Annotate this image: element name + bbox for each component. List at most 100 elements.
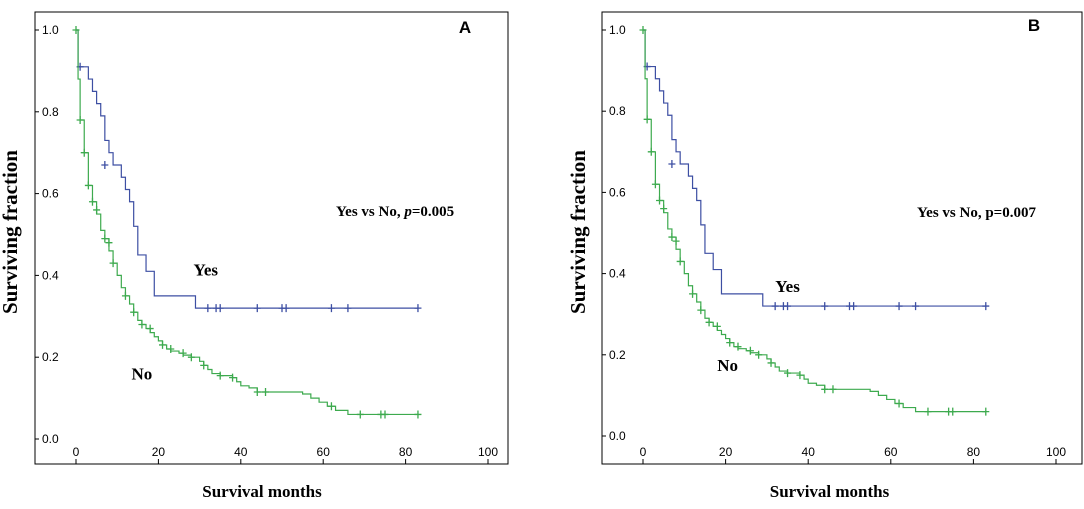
censor-mark-no — [668, 233, 676, 242]
censor-mark-no — [705, 318, 713, 327]
y-tick-label: 0.2 — [42, 350, 59, 364]
censor-mark-yes — [101, 160, 109, 169]
censor-mark-no — [80, 148, 88, 157]
censor-mark-no — [697, 306, 705, 315]
censor-mark-yes — [784, 302, 792, 311]
censor-mark-no — [643, 115, 651, 124]
censor-mark-no — [821, 385, 829, 394]
censor-mark-no — [660, 204, 668, 213]
censor-mark-no — [76, 115, 84, 124]
censor-mark-no — [647, 147, 655, 156]
y-tick-label: 0.2 — [609, 348, 626, 362]
y-tick-label: 1.0 — [42, 23, 59, 37]
x-tick-label: 0 — [73, 445, 80, 459]
x-tick-label: 60 — [317, 445, 331, 459]
censor-mark-no — [895, 399, 903, 408]
group-label-yes: Yes — [775, 277, 800, 296]
censor-mark-no — [755, 350, 763, 359]
y-tick-label: 0.8 — [42, 105, 59, 119]
plot-frame — [34, 11, 509, 465]
censor-mark-yes — [821, 302, 829, 311]
censor-mark-yes — [204, 304, 212, 313]
y-tick-label: 0.6 — [42, 187, 59, 201]
y-tick-label: 0.4 — [42, 268, 59, 282]
censor-mark-no — [672, 237, 680, 246]
x-tick-label: 0 — [640, 445, 647, 459]
survival-chart-a: 0.0 0.2 0.4 0.6 0.8 1.0 0 20 40 60 80 100 Surviving … — [0, 11, 509, 501]
censor-mark-no — [746, 346, 754, 355]
censor-mark-no — [84, 181, 92, 190]
censor-mark-no — [784, 369, 792, 378]
x-tick-label: 60 — [884, 445, 898, 459]
group-label-yes: Yes — [193, 260, 218, 279]
censor-mark-yes — [216, 304, 224, 313]
censor-mark-yes — [282, 304, 290, 313]
x-axis-label: Survival months — [770, 482, 890, 501]
x-axis-label: Survival months — [202, 482, 322, 501]
censor-mark-no — [651, 180, 659, 189]
group-label-no: No — [717, 356, 738, 375]
censor-mark-no — [689, 289, 697, 298]
censor-mark-no — [949, 407, 957, 416]
censor-mark-no — [829, 385, 837, 394]
x-tick-label: 20 — [152, 445, 166, 459]
censor-mark-no — [216, 371, 224, 380]
censor-mark-no — [187, 353, 195, 362]
censor-mark-no — [167, 345, 175, 354]
survival-curve-yes — [76, 29, 418, 309]
censor-mark-no — [734, 342, 742, 351]
censor-mark-no — [713, 322, 721, 331]
survival-curve-no — [76, 29, 418, 416]
censor-mark-no — [726, 338, 734, 347]
x-tick-label: 100 — [478, 445, 498, 459]
censor-mark-no — [146, 324, 154, 333]
censor-mark-no — [138, 320, 146, 329]
censor-mark-no — [93, 205, 101, 214]
p-value-annotation: Yes vs No, p=0.005 — [336, 204, 454, 220]
y-axis-label: Surviving fraction — [0, 150, 22, 314]
x-tick-label: 40 — [234, 445, 248, 459]
censor-mark-no — [88, 197, 96, 206]
censor-mark-yes — [895, 302, 903, 311]
y-tick-label: 0.0 — [42, 432, 59, 446]
group-label-no: No — [132, 365, 153, 384]
censor-mark-no — [121, 291, 129, 300]
panel-label: B — [1028, 16, 1040, 35]
x-tick-label: 20 — [719, 445, 733, 459]
censor-mark-no — [982, 407, 990, 416]
survival-chart-b: 0.0 0.2 0.4 0.6 0.8 1.0 0 20 40 60 80 100 Surviving … — [566, 11, 1083, 501]
censor-mark-no — [767, 358, 775, 367]
censor-mark-no — [200, 361, 208, 370]
censor-mark-yes — [850, 302, 858, 311]
censor-mark-no — [639, 26, 647, 34]
censor-mark-yes — [668, 159, 676, 168]
censor-mark-yes — [912, 302, 920, 311]
censor-mark-yes — [414, 304, 422, 313]
censor-mark-no — [656, 196, 664, 205]
censor-mark-no — [130, 308, 138, 317]
x-tick-label: 80 — [399, 445, 413, 459]
y-tick-label: 0.4 — [609, 267, 626, 281]
y-tick-label: 0.6 — [609, 185, 626, 199]
censor-mark-no — [72, 26, 80, 34]
censor-mark-yes — [253, 304, 261, 313]
censor-mark-yes — [771, 302, 779, 311]
censor-mark-no — [414, 410, 422, 419]
censor-mark-no — [924, 407, 932, 416]
censor-mark-no — [229, 373, 237, 382]
censor-mark-no — [262, 387, 270, 396]
censor-mark-no — [109, 259, 117, 268]
censor-mark-yes — [344, 304, 352, 313]
x-tick-label: 40 — [802, 445, 816, 459]
y-axis-label: Surviving fraction — [566, 150, 590, 314]
censor-mark-no — [253, 387, 261, 396]
y-tick-label: 1.0 — [609, 23, 626, 37]
censor-mark-no — [676, 257, 684, 266]
y-tick-label: 0.0 — [609, 429, 626, 443]
censor-mark-no — [796, 371, 804, 380]
survival-curve-yes — [643, 29, 986, 307]
censor-mark-no — [101, 234, 109, 243]
x-tick-label: 100 — [1046, 445, 1066, 459]
y-tick-label: 0.8 — [609, 104, 626, 118]
censor-mark-no — [327, 402, 335, 411]
